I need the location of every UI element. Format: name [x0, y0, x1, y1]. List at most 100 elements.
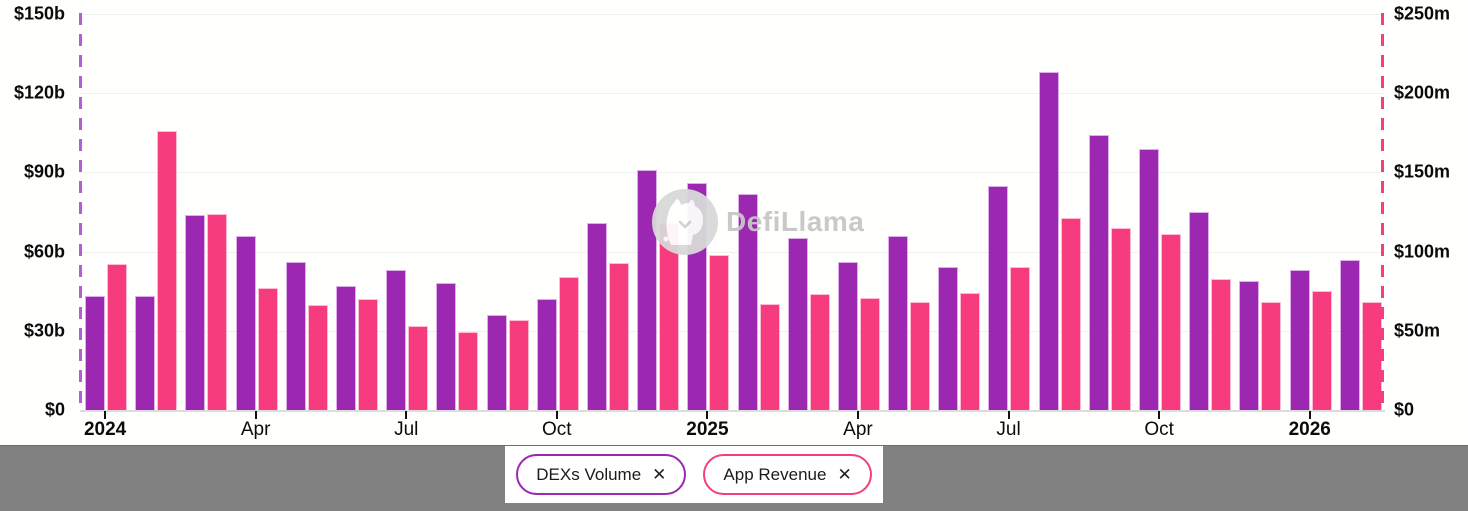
dexs-volume-bar[interactable] — [737, 193, 758, 410]
gridline — [80, 14, 1385, 15]
legend-pill-app-revenue[interactable]: App Revenue ✕ — [703, 454, 872, 495]
app-revenue-bar[interactable] — [910, 302, 931, 410]
dexs-volume-bar[interactable] — [185, 214, 206, 410]
y-axis-label-right: $250m — [1394, 3, 1451, 24]
x-axis-tick — [1308, 411, 1311, 419]
app-revenue-bar[interactable] — [558, 276, 579, 410]
legend-label-dexs-volume: DEXs Volume — [536, 464, 642, 484]
dexs-volume-bar[interactable] — [637, 169, 658, 410]
dexs-volume-bar[interactable] — [135, 296, 156, 410]
x-axis-label: Jul — [394, 419, 419, 440]
legend-popup: DEXs Volume ✕ App Revenue ✕ — [505, 446, 883, 503]
close-icon[interactable]: ✕ — [652, 465, 667, 484]
app-revenue-bar[interactable] — [458, 332, 479, 410]
dexs-volume-bar[interactable] — [988, 185, 1009, 410]
x-axis-tick — [405, 411, 408, 419]
x-axis-tick — [104, 411, 107, 419]
dexs-volume-bar[interactable] — [486, 314, 507, 410]
dexs-volume-bar[interactable] — [787, 238, 808, 410]
y-axis-label-left: $30b — [23, 320, 65, 341]
app-revenue-bar[interactable] — [357, 299, 378, 410]
app-revenue-bar[interactable] — [1261, 302, 1282, 410]
dexs-volume-bar[interactable] — [1189, 212, 1210, 410]
app-revenue-bar[interactable] — [307, 305, 328, 410]
x-axis-label: Apr — [240, 419, 271, 440]
y-axis-label-left: $60b — [23, 241, 65, 262]
y-axis-label-right: $200m — [1394, 82, 1451, 103]
y-axis-label-right: $0 — [1394, 399, 1415, 420]
y-axis-label-left: $90b — [23, 161, 65, 182]
gridline — [80, 172, 1385, 174]
dexs-volume-bar[interactable] — [837, 262, 858, 410]
app-revenue-bar[interactable] — [809, 294, 830, 410]
dexs-volume-bar[interactable] — [1239, 280, 1260, 410]
x-axis-label: 2025 — [686, 419, 729, 440]
y-axis-label-left: $120b — [13, 82, 65, 103]
app-revenue-bar[interactable] — [257, 288, 278, 410]
dexs-volume-bar[interactable] — [536, 299, 557, 410]
bottom-bar: DEXs Volume ✕ App Revenue ✕ — [0, 445, 1468, 511]
gridline — [80, 93, 1385, 95]
app-revenue-bar[interactable] — [759, 303, 780, 410]
defillama-watermark: DefiLlama — [652, 189, 864, 255]
app-revenue-bar[interactable] — [207, 213, 228, 410]
dexs-volume-bar[interactable] — [386, 270, 407, 410]
app-revenue-bar[interactable] — [709, 254, 730, 410]
app-revenue-bar[interactable] — [608, 262, 629, 410]
app-revenue-bar[interactable] — [157, 131, 178, 410]
x-axis-label: 2024 — [83, 419, 127, 440]
dexs-volume-bar[interactable] — [335, 285, 356, 410]
gridline — [80, 251, 1385, 253]
watermark-text: DefiLlama — [726, 206, 865, 237]
close-icon[interactable]: ✕ — [837, 465, 852, 484]
dexs-volume-bar[interactable] — [586, 222, 607, 410]
y-axis-label-left: $0 — [44, 399, 65, 420]
y-axis-label-left: $150b — [13, 3, 65, 24]
app-revenue-bar[interactable] — [1010, 267, 1031, 410]
app-revenue-bar[interactable] — [1161, 234, 1182, 410]
dexs-volume-bar[interactable] — [285, 262, 306, 410]
app-revenue-bar[interactable] — [1311, 291, 1332, 410]
dexs-volume-bar[interactable] — [888, 235, 909, 410]
x-axis-label: 2026 — [1288, 419, 1331, 440]
legend-pill-dexs-volume[interactable]: DEXs Volume ✕ — [516, 454, 687, 495]
gridline — [80, 330, 1385, 332]
app-revenue-bar[interactable] — [960, 292, 981, 410]
dexs-volume-bar[interactable] — [1038, 72, 1059, 410]
y-axis-label-right: $50m — [1394, 320, 1441, 341]
app-revenue-bar[interactable] — [1211, 278, 1232, 410]
dexs-volume-bar[interactable] — [85, 296, 105, 410]
range-end-handle[interactable] — [1381, 13, 1384, 411]
legend-label-app-revenue: App Revenue — [723, 464, 827, 484]
x-axis-tick — [856, 411, 859, 419]
x-axis-tick — [555, 411, 558, 419]
x-axis-tick — [254, 411, 257, 419]
range-start-handle[interactable] — [79, 13, 82, 411]
app-revenue-bar[interactable] — [408, 326, 429, 410]
dexs-volume-bar[interactable] — [235, 235, 256, 410]
x-axis-label: Apr — [843, 419, 873, 440]
y-axis-label-right: $150m — [1394, 161, 1451, 182]
x-axis-tick — [1007, 411, 1010, 419]
y-axis-label-right: $100m — [1394, 241, 1451, 262]
x-axis-label: Oct — [542, 419, 572, 440]
app-revenue-bar[interactable] — [1060, 218, 1081, 410]
x-axis-label: Jul — [996, 419, 1021, 440]
dexs-volume-bar[interactable] — [1339, 259, 1360, 410]
x-axis-tick — [706, 411, 709, 419]
app-revenue-bar[interactable] — [859, 297, 880, 410]
llama-icon — [652, 189, 718, 255]
dexs-volume-bar[interactable] — [1088, 135, 1109, 410]
dexs-volume-bar[interactable] — [1139, 148, 1160, 410]
app-revenue-bar[interactable] — [508, 319, 529, 410]
dexs-volume-bar[interactable] — [938, 267, 959, 410]
dexs-volume-bar[interactable] — [1289, 270, 1310, 410]
app-revenue-bar[interactable] — [107, 264, 127, 410]
dexs-volume-bar[interactable] — [436, 283, 457, 410]
app-revenue-bar[interactable] — [1110, 227, 1131, 410]
x-axis-label: Oct — [1144, 419, 1174, 440]
